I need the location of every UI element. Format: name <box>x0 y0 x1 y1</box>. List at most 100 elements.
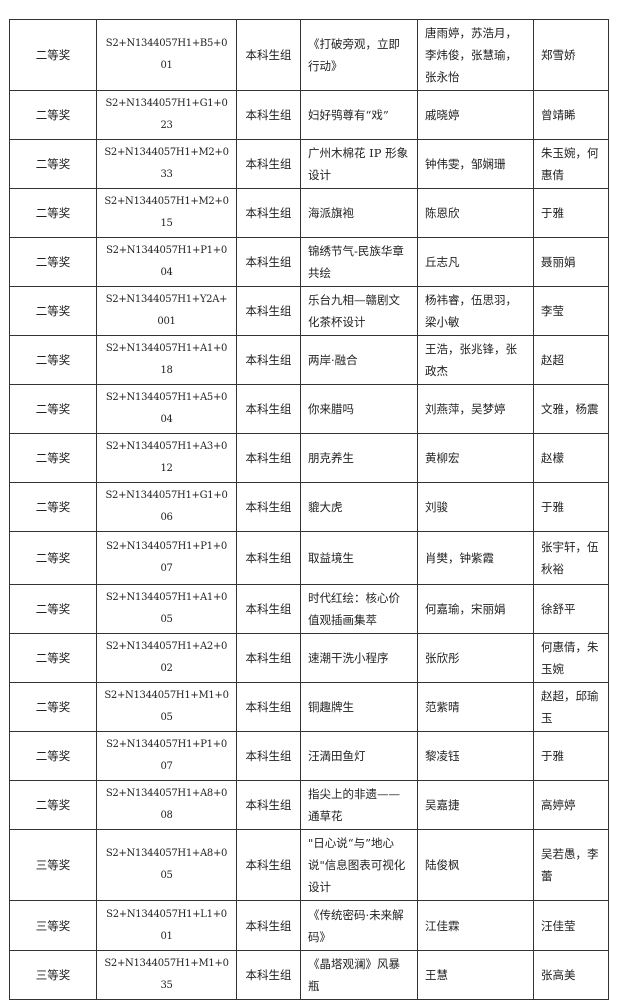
authors-cell: 陈恩欣 <box>417 188 534 238</box>
table-row: 二等奖 S2+N1344057H1+Y2A+001 本科生组 乐台九相—赣剧文化茶杯设… <box>9 286 609 336</box>
title-cell: 貔大虎 <box>300 482 418 532</box>
table-row: 二等奖 S2+N1344057H1+P1+004 本科生组 锦绣节气-民族华章共绘 丘志… <box>9 237 609 287</box>
table-row: 三等奖 S2+N1344057H1+M1+035 本科生组 《晶塔观澜》风暴瓶 王慧 张高… <box>9 950 609 1000</box>
advisor-cell: 郑雪娇 <box>533 19 609 91</box>
group-cell: 本科生组 <box>236 433 301 483</box>
table-row: 二等奖 S2+N1344057H1+G1+023 本科生组 妇好鸮尊有“戏” 戚晓婷 曾靖… <box>9 90 609 140</box>
group-cell: 本科生组 <box>236 188 301 238</box>
authors-cell: 陆俊枫 <box>417 829 534 901</box>
title-cell: 你来腊吗 <box>300 384 418 434</box>
group-cell: 本科生组 <box>236 900 301 951</box>
table-row: 三等奖 S2+N1344057H1+A8+005 本科生组 "日心说“与”地心说"信息… <box>9 829 609 901</box>
title-cell: 取益境生 <box>300 531 418 585</box>
advisor-cell: 赵超 <box>533 335 609 385</box>
awards-table-body: 二等奖 S2+N1344057H1+B5+001 本科生组 《打破旁观，立即行动》 唐雨… <box>9 19 609 1000</box>
group-cell: 本科生组 <box>236 90 301 140</box>
advisor-cell: 何惠倩，朱玉婉 <box>533 633 609 683</box>
title-cell: 广州木棉花 IP 形象设计 <box>300 139 418 189</box>
group-cell: 本科生组 <box>236 482 301 532</box>
advisor-cell: 高婷婷 <box>533 780 609 830</box>
award-cell: 二等奖 <box>9 482 97 532</box>
title-cell: 乐台九相—赣剧文化茶杯设计 <box>300 286 418 336</box>
table-row: 二等奖 S2+N1344057H1+A1+005 本科生组 时代红绘：核心价值观插画集… <box>9 584 609 634</box>
table-row: 二等奖 S2+N1344057H1+A2+002 本科生组 速潮干洗小程序 张欣彤 何惠倩… <box>9 633 609 683</box>
table-row: 二等奖 S2+N1344057H1+M2+033 本科生组 广州木棉花 IP 形象设计… <box>9 139 609 189</box>
award-cell: 二等奖 <box>9 188 97 238</box>
table-row: 二等奖 S2+N1344057H1+A3+012 本科生组 朋克养生 黄柳宏 赵檬 <box>9 433 609 483</box>
advisor-cell: 曾靖睎 <box>533 90 609 140</box>
advisor-cell: 文雅，杨震 <box>533 384 609 434</box>
advisor-cell: 赵超，邱瑜玉 <box>533 682 609 732</box>
table-row: 二等奖 S2+N1344057H1+M1+005 本科生组 铜趣牌生 范紫晴 赵超，邱瑜玉 <box>9 682 609 732</box>
table-row: 二等奖 S2+N1344057H1+A8+008 本科生组 指尖上的非遗——通草花 吴嘉… <box>9 780 609 830</box>
title-cell: 《传统密码·未来解码》 <box>300 900 418 951</box>
group-cell: 本科生组 <box>236 19 301 91</box>
award-cell: 三等奖 <box>9 900 97 951</box>
advisor-cell: 赵檬 <box>533 433 609 483</box>
authors-cell: 吴嘉捷 <box>417 780 534 830</box>
group-cell: 本科生组 <box>236 731 301 781</box>
title-cell: 汪満田鱼灯 <box>300 731 418 781</box>
authors-cell: 唐雨婷，苏浩月，李炜俊，张慧瑜，张永怡 <box>417 19 534 91</box>
authors-cell: 丘志凡 <box>417 237 534 287</box>
code-cell: S2+N1344057H1+A1+018 <box>96 335 237 385</box>
code-cell: S2+N1344057H1+M1+005 <box>96 682 237 732</box>
table-row: 二等奖 S2+N1344057H1+P1+007 本科生组 汪満田鱼灯 黎凌钰 于雅 <box>9 731 609 781</box>
code-cell: S2+N1344057H1+L1+001 <box>96 900 237 951</box>
title-cell: 指尖上的非遗——通草花 <box>300 780 418 830</box>
awards-table: 二等奖 S2+N1344057H1+B5+001 本科生组 《打破旁观，立即行动》 唐雨… <box>9 19 609 1000</box>
title-cell: 妇好鸮尊有“戏” <box>300 90 418 140</box>
code-cell: S2+N1344057H1+P1+004 <box>96 237 237 287</box>
award-cell: 二等奖 <box>9 584 97 634</box>
code-cell: S2+N1344057H1+M1+035 <box>96 950 237 1000</box>
authors-cell: 黎凌钰 <box>417 731 534 781</box>
authors-cell: 杨祎睿，伍思羽，梁小敏 <box>417 286 534 336</box>
table-row: 二等奖 S2+N1344057H1+G1+006 本科生组 貔大虎 刘骏 于雅 <box>9 482 609 532</box>
authors-cell: 范紫晴 <box>417 682 534 732</box>
award-cell: 三等奖 <box>9 829 97 901</box>
advisor-cell: 朱玉婉，何惠倩 <box>533 139 609 189</box>
authors-cell: 肖樊，钟紫霞 <box>417 531 534 585</box>
code-cell: S2+N1344057H1+A8+008 <box>96 780 237 830</box>
table-row: 二等奖 S2+N1344057H1+A5+004 本科生组 你来腊吗 刘燕萍，吴梦婷 文雅… <box>9 384 609 434</box>
code-cell: S2+N1344057H1+A5+004 <box>96 384 237 434</box>
table-row: 三等奖 S2+N1344057H1+L1+001 本科生组 《传统密码·未来解码》 江佳… <box>9 900 609 951</box>
table-row: 二等奖 S2+N1344057H1+B5+001 本科生组 《打破旁观，立即行动》 唐雨… <box>9 19 609 91</box>
award-cell: 二等奖 <box>9 237 97 287</box>
code-cell: S2+N1344057H1+M2+015 <box>96 188 237 238</box>
authors-cell: 戚晓婷 <box>417 90 534 140</box>
advisor-cell: 于雅 <box>533 731 609 781</box>
group-cell: 本科生组 <box>236 286 301 336</box>
award-cell: 二等奖 <box>9 139 97 189</box>
code-cell: S2+N1344057H1+G1+023 <box>96 90 237 140</box>
award-cell: 二等奖 <box>9 731 97 781</box>
code-cell: S2+N1344057H1+A8+005 <box>96 829 237 901</box>
award-cell: 二等奖 <box>9 531 97 585</box>
authors-cell: 黄柳宏 <box>417 433 534 483</box>
advisor-cell: 汪佳莹 <box>533 900 609 951</box>
group-cell: 本科生组 <box>236 633 301 683</box>
title-cell: 速潮干洗小程序 <box>300 633 418 683</box>
award-cell: 二等奖 <box>9 682 97 732</box>
award-cell: 二等奖 <box>9 384 97 434</box>
table-row: 二等奖 S2+N1344057H1+A1+018 本科生组 两岸·融合 王浩，张兆锋，张… <box>9 335 609 385</box>
table-row: 二等奖 S2+N1344057H1+M2+015 本科生组 海派旗袍 陈恩欣 于雅 <box>9 188 609 238</box>
title-cell: 两岸·融合 <box>300 335 418 385</box>
advisor-cell: 于雅 <box>533 188 609 238</box>
title-cell: 《打破旁观，立即行动》 <box>300 19 418 91</box>
award-cell: 二等奖 <box>9 433 97 483</box>
award-cell: 二等奖 <box>9 780 97 830</box>
code-cell: S2+N1344057H1+G1+006 <box>96 482 237 532</box>
advisor-cell: 聂丽娟 <box>533 237 609 287</box>
advisor-cell: 张高美 <box>533 950 609 1000</box>
group-cell: 本科生组 <box>236 237 301 287</box>
title-cell: 《晶塔观澜》风暴瓶 <box>300 950 418 1000</box>
authors-cell: 王慧 <box>417 950 534 1000</box>
group-cell: 本科生组 <box>236 829 301 901</box>
advisor-cell: 张宇轩，伍秋裕 <box>533 531 609 585</box>
authors-cell: 何嘉瑜，宋丽娟 <box>417 584 534 634</box>
group-cell: 本科生组 <box>236 780 301 830</box>
advisor-cell: 吴若愚，李蕾 <box>533 829 609 901</box>
code-cell: S2+N1344057H1+P1+007 <box>96 531 237 585</box>
advisor-cell: 于雅 <box>533 482 609 532</box>
